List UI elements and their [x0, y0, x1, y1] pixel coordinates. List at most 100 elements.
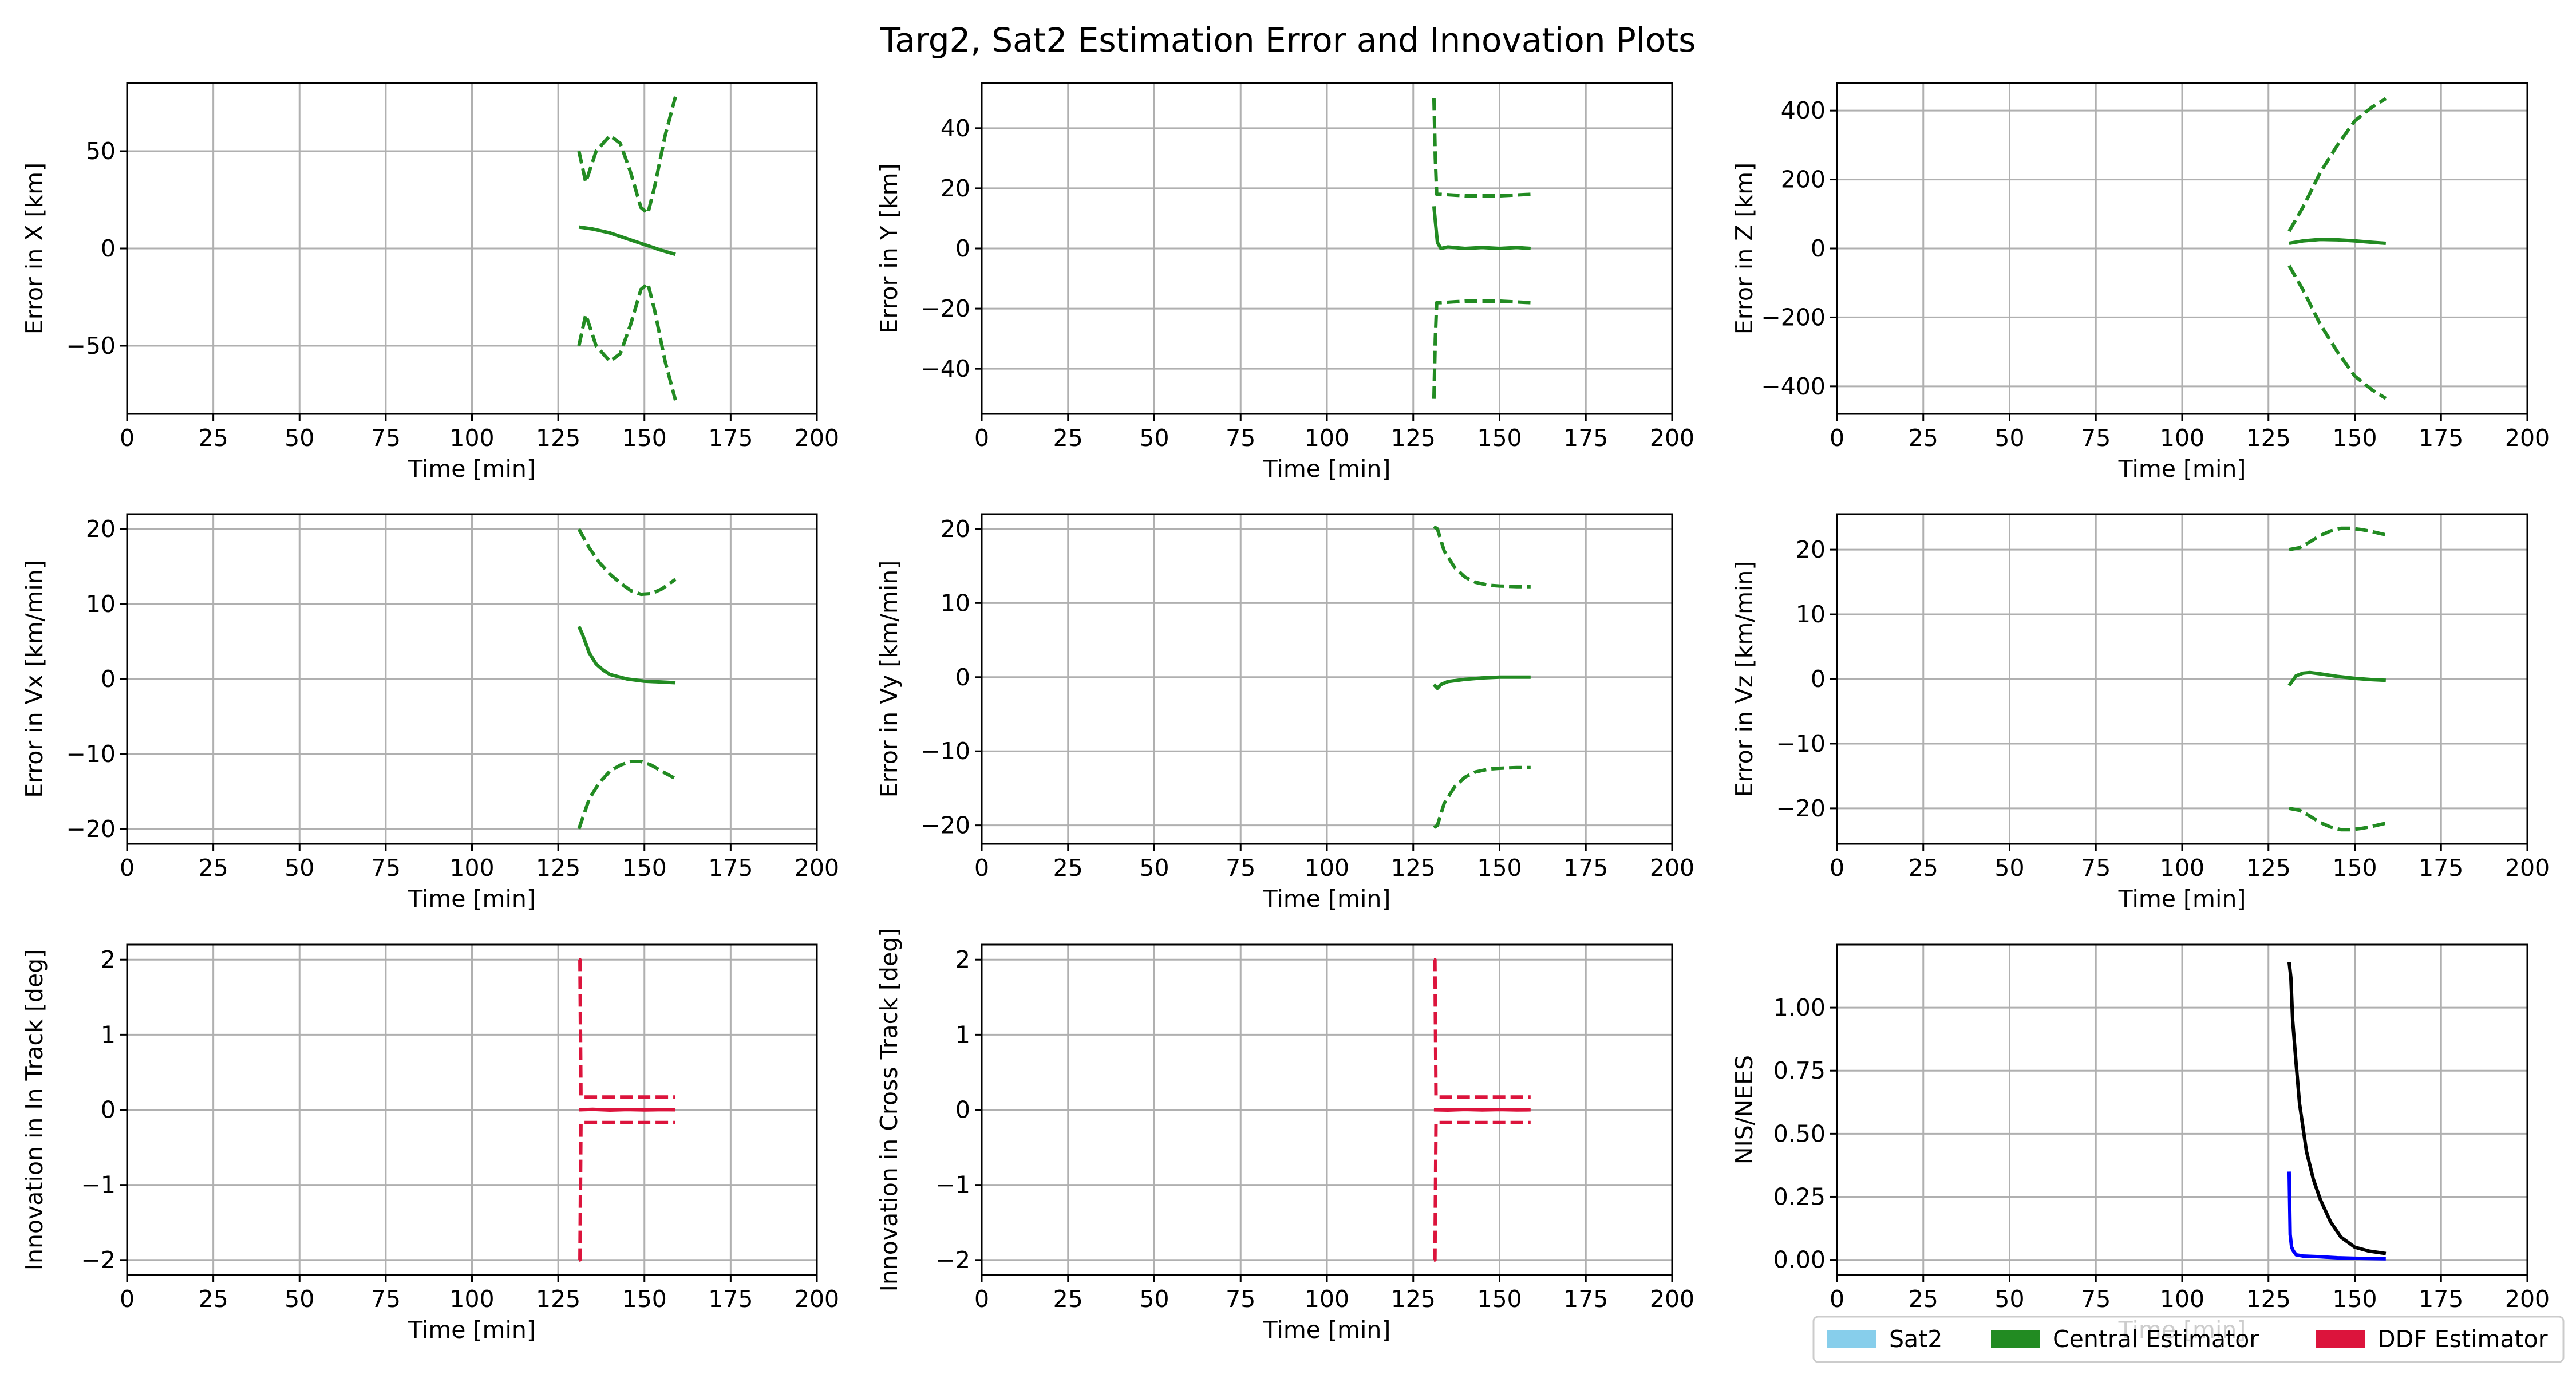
y-tick-label: 0 [101, 1096, 116, 1124]
series-central_error [1432, 206, 1531, 250]
x-axis-label: Time [min] [408, 455, 536, 483]
x-tick-label: 100 [1305, 1285, 1349, 1313]
x-tick-label: 100 [2160, 1285, 2204, 1313]
x-tick-label: 150 [622, 424, 667, 452]
x-tick-label: 150 [1477, 424, 1522, 452]
x-tick-label: 25 [1053, 854, 1083, 882]
x-tick-label: 50 [285, 424, 314, 452]
x-tick-label: 0 [974, 424, 989, 452]
x-axis-label: Time [min] [2118, 455, 2246, 483]
series-central_bound_lower [577, 760, 677, 830]
series-central_error [1432, 675, 1531, 690]
y-axis-label: Error in X [km] [21, 163, 48, 334]
x-tick-label: 0 [1830, 854, 1844, 882]
y-tick-label: 20 [1796, 536, 1826, 563]
x-tick-label: 125 [1391, 424, 1436, 452]
series-ddf_bound_upper [1433, 958, 1531, 1099]
x-tick-label: 125 [536, 1285, 580, 1313]
x-tick-label: 150 [2332, 854, 2377, 882]
y-axis-label: Innovation in In Track [deg] [21, 949, 48, 1270]
y-tick-label: 0 [101, 235, 116, 262]
x-tick-label: 100 [2160, 424, 2204, 452]
y-tick-label: 0 [955, 664, 970, 691]
x-tick-label: 75 [1226, 1285, 1255, 1313]
y-axis-label: Error in Z [km] [1730, 163, 1758, 334]
y-tick-label: 20 [941, 515, 970, 543]
x-tick-label: 125 [2246, 424, 2291, 452]
y-tick-label: 2 [101, 946, 116, 973]
series-central_bound_lower [1433, 765, 1531, 830]
y-tick-label: −200 [1761, 303, 1826, 331]
x-tick-label: 25 [199, 854, 228, 882]
x-tick-label: 0 [974, 854, 989, 882]
x-axis-label: Time [min] [408, 885, 536, 913]
y-tick-label: 10 [86, 590, 116, 618]
y-tick-label: 20 [86, 515, 116, 543]
x-tick-label: 100 [449, 1285, 494, 1313]
y-tick-label: 50 [86, 137, 116, 165]
x-tick-label: 25 [1909, 854, 1938, 882]
x-tick-label: 200 [2505, 854, 2550, 882]
x-tick-label: 50 [1994, 854, 2024, 882]
x-tick-label: 25 [1053, 1285, 1083, 1313]
legend-label: Sat2 [1889, 1325, 1942, 1353]
y-tick-label: −40 [920, 355, 970, 382]
x-tick-label: 0 [1830, 1285, 1844, 1313]
x-tick-label: 150 [622, 854, 667, 882]
y-tick-label: −1 [81, 1171, 116, 1199]
subplot-nis_nees: 0 25 50 75 100 125 150 175 200 0.00 0.25 0.50 0.75 1.… [1730, 943, 2550, 1344]
x-tick-label: 100 [1305, 424, 1349, 452]
y-tick-label: −10 [66, 740, 116, 768]
x-tick-label: 150 [1477, 854, 1522, 882]
x-axis-label: Time [min] [1263, 455, 1391, 483]
figure-title: Targ2, Sat2 Estimation Error and Innovat… [880, 21, 1696, 60]
x-tick-label: 175 [2419, 424, 2463, 452]
y-tick-label: 40 [941, 114, 970, 142]
series-central_bound_upper [577, 528, 677, 597]
y-tick-label: 0 [955, 235, 970, 262]
subplot-vx: 0 25 50 75 100 125 150 175 200 −20 −10 0 10 20 Time [m… [21, 513, 839, 913]
series-ddf_bound_lower [578, 1120, 675, 1262]
y-tick-label: 0.50 [1773, 1120, 1826, 1147]
x-axis-label: Time [min] [1263, 885, 1391, 913]
x-tick-label: 50 [1994, 1285, 2024, 1313]
x-tick-label: 0 [120, 1285, 135, 1313]
legend-label: Central Estimator [2053, 1325, 2259, 1353]
x-axis-label: Time [min] [408, 1316, 536, 1344]
x-tick-label: 100 [2160, 854, 2204, 882]
subplot-vz: 0 25 50 75 100 125 150 175 200 −20 −10 0 10 20 Time [m… [1730, 513, 2550, 913]
x-tick-label: 200 [795, 1285, 839, 1313]
y-tick-label: 0 [1811, 235, 1826, 262]
x-tick-label: 175 [2419, 1285, 2463, 1313]
x-tick-label: 125 [1391, 1285, 1436, 1313]
x-tick-label: 200 [1650, 854, 1694, 882]
subplot-in_track: 0 25 50 75 100 125 150 175 200 −2 −1 0 1 2 Time [min] I… [21, 943, 839, 1344]
x-tick-label: 0 [1830, 424, 1844, 452]
series-central_bound_lower [2289, 806, 2387, 832]
series-central_error [2289, 238, 2387, 245]
x-tick-label: 100 [449, 854, 494, 882]
y-tick-label: 400 [1781, 97, 1826, 124]
x-tick-label: 200 [795, 854, 839, 882]
y-tick-label: −1 [936, 1171, 970, 1199]
x-tick-label: 125 [1391, 854, 1436, 882]
x-axis-label: Time [min] [1263, 1316, 1391, 1344]
x-tick-label: 75 [2081, 854, 2111, 882]
x-tick-label: 125 [536, 424, 580, 452]
series-central_error [578, 225, 676, 256]
y-tick-label: −400 [1761, 373, 1826, 400]
x-tick-label: 75 [1226, 424, 1255, 452]
y-tick-label: −50 [66, 332, 116, 360]
x-tick-label: 75 [371, 1285, 401, 1313]
y-tick-label: −2 [81, 1246, 116, 1274]
y-axis-label: Error in Vz [km/min] [1730, 561, 1758, 797]
x-tick-label: 75 [371, 424, 401, 452]
y-tick-label: 0 [1811, 665, 1826, 693]
y-tick-label: 0.75 [1773, 1057, 1826, 1084]
series-ddf_bound_upper [578, 958, 675, 1099]
series-central_bound_upper [1432, 98, 1531, 198]
x-tick-label: 100 [1305, 854, 1349, 882]
series-central_bound_upper [577, 96, 677, 215]
x-tick-label: 50 [1139, 424, 1169, 452]
x-tick-label: 75 [2081, 424, 2111, 452]
